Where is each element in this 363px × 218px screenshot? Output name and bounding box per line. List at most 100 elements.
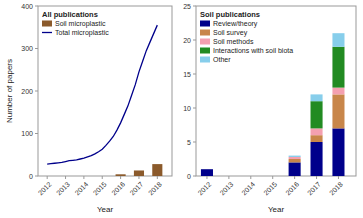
legend-label: Soil microplastic	[55, 20, 106, 28]
bar	[201, 169, 213, 176]
x-tick	[206, 176, 207, 179]
bar	[245, 176, 257, 177]
bar	[289, 157, 301, 159]
bar	[201, 169, 213, 170]
bar	[289, 159, 301, 162]
panel: 05101520252012201320142015201620172018Ye…	[183, 3, 356, 215]
x-tick-label: 2015	[92, 181, 108, 197]
bar	[134, 170, 144, 176]
x-tick-label: 2013	[55, 181, 71, 197]
x-tick-label: 2016	[284, 181, 300, 197]
y-tick-label: 300	[21, 45, 33, 52]
plot-frame	[196, 6, 356, 176]
y-tick	[193, 142, 196, 143]
bar	[245, 176, 257, 177]
bar	[311, 135, 323, 142]
bar	[332, 128, 344, 176]
bar	[116, 174, 126, 176]
x-tick-label: 2018	[147, 181, 163, 197]
bar	[245, 176, 257, 177]
y-axis-label: Number of papers	[5, 59, 14, 123]
bar	[223, 176, 235, 177]
x-tick	[338, 176, 339, 179]
bar	[201, 169, 213, 170]
bar	[332, 94, 344, 128]
x-tick-label: 2018	[328, 181, 344, 197]
x-axis-label: Year	[97, 205, 114, 214]
x-tick	[250, 176, 251, 179]
y-tick	[193, 108, 196, 109]
x-tick	[294, 176, 295, 179]
legend-label: Review/theory	[213, 20, 258, 28]
legend-swatch	[200, 39, 210, 45]
y-tick	[35, 48, 38, 49]
y-tick-label: 5	[187, 139, 191, 146]
bar	[289, 156, 301, 157]
legend-swatch	[200, 57, 210, 63]
x-tick-label: 2014	[73, 181, 89, 197]
x-tick	[228, 176, 229, 179]
bar	[267, 176, 279, 177]
y-tick	[35, 176, 38, 177]
y-tick-label: 15	[183, 71, 191, 78]
y-tick	[35, 133, 38, 134]
marks	[47, 25, 162, 176]
y-tick-label: 0	[29, 173, 33, 180]
legend: All publicationsSoil microplasticTotal m…	[42, 10, 109, 37]
legend-label: Total microplastic	[55, 29, 109, 37]
y-tick-label: 25	[183, 3, 191, 10]
legend-label: Interactions with soil biota	[213, 47, 293, 54]
y-tick	[35, 91, 38, 92]
y-tick	[35, 6, 38, 7]
panel: 0100200300400201220132014201520162017201…	[5, 3, 172, 215]
x-tick	[120, 176, 121, 179]
y-tick	[193, 40, 196, 41]
bar	[245, 176, 257, 177]
y-tick-label: 0	[187, 173, 191, 180]
bar	[289, 156, 301, 157]
bar	[311, 94, 323, 101]
y-tick-label: 10	[183, 105, 191, 112]
legend-title: All publications	[42, 10, 98, 19]
plot-frame	[38, 6, 172, 176]
legend-swatch	[200, 30, 210, 36]
x-tick	[272, 176, 273, 179]
bar	[267, 176, 279, 177]
marks	[201, 33, 345, 176]
bar	[311, 128, 323, 135]
legend-title: Soil publications	[200, 10, 260, 19]
bar	[223, 176, 235, 177]
x-tick-label: 2015	[262, 181, 278, 197]
bar	[311, 101, 323, 128]
figure: 0100200300400201220132014201520162017201…	[0, 0, 363, 218]
bar	[267, 176, 279, 177]
x-axis-label: Year	[268, 205, 285, 214]
bar	[332, 88, 344, 95]
x-tick-label: 2012	[37, 181, 53, 197]
x-tick	[102, 176, 103, 179]
x-tick	[65, 176, 66, 179]
x-tick-label: 2013	[218, 181, 234, 197]
x-tick-label: 2014	[240, 181, 256, 197]
legend-label: Soil methods	[213, 38, 254, 45]
line	[47, 25, 157, 164]
x-tick	[316, 176, 317, 179]
bar	[152, 164, 162, 176]
x-tick	[157, 176, 158, 179]
y-tick-label: 400	[21, 3, 33, 10]
x-tick-label: 2016	[110, 181, 126, 197]
legend: Soil publicationsReview/theorySoil surve…	[200, 10, 293, 63]
bar	[267, 176, 279, 177]
legend-swatch	[200, 48, 210, 54]
legend-swatch	[42, 32, 52, 33]
x-tick-label: 2017	[306, 181, 322, 197]
legend-swatch	[200, 21, 210, 27]
legend-swatch	[42, 21, 52, 27]
bar	[332, 47, 344, 88]
bar	[223, 176, 235, 177]
y-tick	[193, 74, 196, 75]
bar	[223, 176, 235, 177]
bar	[289, 162, 301, 176]
y-tick	[193, 176, 196, 177]
y-tick-label: 20	[183, 37, 191, 44]
